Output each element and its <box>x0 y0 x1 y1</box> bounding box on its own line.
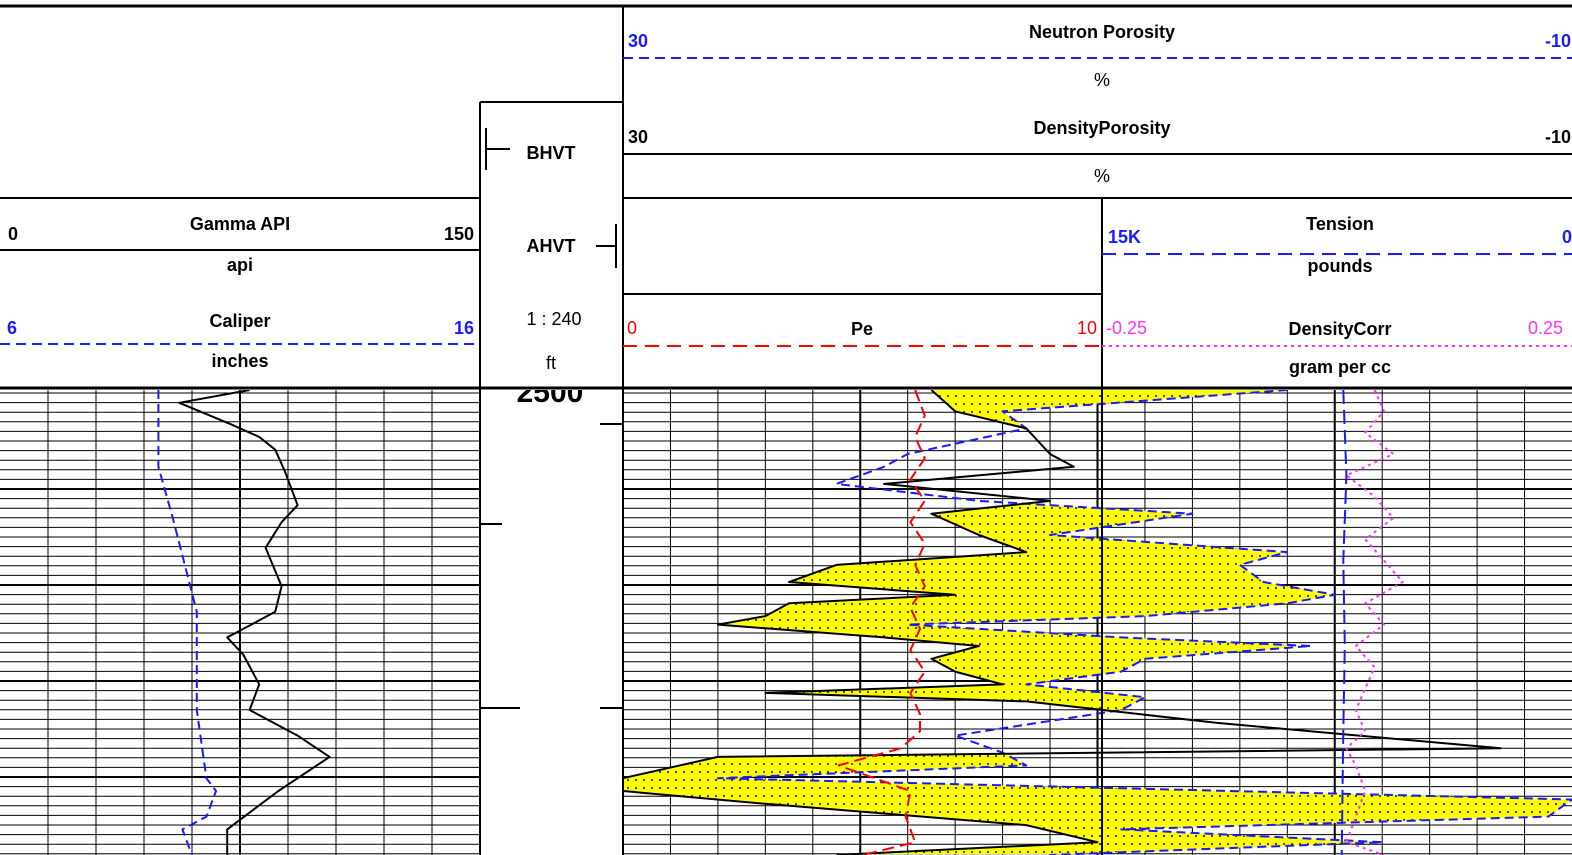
tension-min-label: 15K <box>1108 227 1141 247</box>
density-corr-max-label: 0.25 <box>1528 318 1563 338</box>
caliper-unit-label: inches <box>211 351 268 371</box>
track-grids <box>0 390 1572 855</box>
density-porosity-min-label: 30 <box>628 127 648 147</box>
crossover-fill <box>623 390 1572 855</box>
neutron-unit-label: % <box>1094 70 1110 90</box>
ahvt-marker-icon <box>596 224 617 268</box>
density-corr-min-label: -0.25 <box>1106 318 1147 338</box>
bhvt-marker-icon <box>485 128 510 170</box>
tension-unit-label: pounds <box>1308 256 1373 276</box>
pe-curve <box>837 389 926 855</box>
density-porosity-title: DensityPorosity <box>1033 118 1170 138</box>
neutron-curve <box>716 389 1572 855</box>
gamma-title: Gamma API <box>190 214 290 234</box>
tension-max-label: 0 <box>1562 227 1572 247</box>
depth-number-label: 2500 <box>517 376 584 409</box>
tension-title: Tension <box>1306 214 1374 234</box>
gamma-curve <box>178 389 331 855</box>
gamma-max-label: 150 <box>444 224 474 244</box>
neutron-min-label: 30 <box>628 31 648 51</box>
gamma-unit-label: api <box>227 255 253 275</box>
gamma-min-label: 0 <box>8 224 18 244</box>
neutron-title: Neutron Porosity <box>1029 22 1175 42</box>
pe-title: Pe <box>851 319 873 339</box>
depth-unit-label: ft <box>546 353 556 373</box>
caliper-min-label: 6 <box>7 318 17 338</box>
density-corr-title: DensityCorr <box>1288 319 1391 339</box>
neutron-max-label: -10 <box>1545 31 1571 51</box>
pe-min-label: 0 <box>627 318 637 338</box>
density-corr-curve <box>1345 389 1404 855</box>
depth-number-clip: 2500 <box>517 376 584 409</box>
header-bg <box>0 0 1572 390</box>
density-porosity-unit-label: % <box>1094 166 1110 186</box>
ahvt-label: AHVT <box>527 236 576 256</box>
tension-curve <box>1340 389 1348 855</box>
depth-scale-label: 1 : 240 <box>526 309 581 329</box>
caliper-max-label: 16 <box>454 318 474 338</box>
pe-max-label: 10 <box>1077 318 1097 338</box>
curves <box>157 389 1572 855</box>
density-corr-unit-label: gram per cc <box>1289 357 1391 377</box>
caliper-title: Caliper <box>209 311 270 331</box>
bhvt-label: BHVT <box>527 143 576 163</box>
caliper-curve <box>157 390 217 855</box>
density-porosity-curve <box>622 389 1502 855</box>
density-porosity-max-label: -10 <box>1545 127 1571 147</box>
